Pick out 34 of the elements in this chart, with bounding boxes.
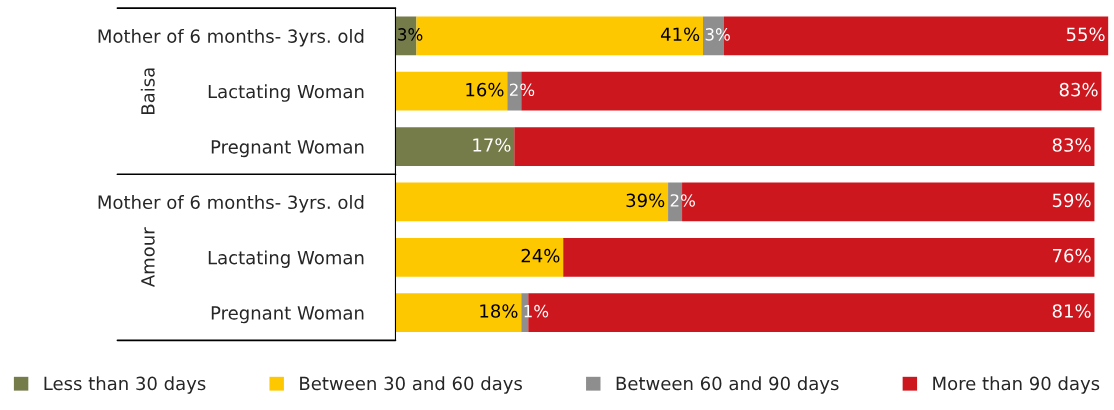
data-label: 81% [1052,304,1091,318]
y-tick-label: Pregnant Woman [211,306,364,324]
data-label: 2% [509,83,535,97]
data-label: 2% [670,194,695,207]
y-tick-label: Mother of 6 months- 3yrs. old [98,195,364,213]
data-label: 41% [660,27,700,42]
y-tick-label: Lactating Woman [208,84,364,102]
data-label: 18% [480,304,518,318]
legend-label: Between 30 and 60 days [300,376,522,394]
bar [514,127,1095,166]
bar [395,127,515,166]
text: Baisa [140,68,155,114]
data-label: 55% [1066,27,1105,42]
bar [395,237,564,277]
y-tick-label: Mother of 6 months- 3yrs. old [98,29,364,47]
data-label: 17% [473,138,511,152]
data-label: 1% [524,304,549,318]
bar [395,71,508,111]
legend-label: Less than 30 days [44,376,206,394]
legend-label: Between 60 and 90 days [616,376,839,394]
data-label: 83% [1059,82,1098,97]
bar [395,293,522,332]
data-label: 59% [1052,193,1091,208]
data-label: 24% [521,248,560,263]
data-label: 39% [626,193,665,208]
data-label: 16% [466,82,504,97]
y-tick-label: Lactating Woman [208,250,364,268]
data-label: 76% [1053,248,1091,263]
legend-label: More than 90 days [933,376,1100,394]
data-label: 83% [1052,138,1091,152]
text: Amour [141,227,155,288]
y-tick-label: Pregnant Woman [211,140,364,158]
bar [395,182,669,222]
bar [563,237,1095,277]
